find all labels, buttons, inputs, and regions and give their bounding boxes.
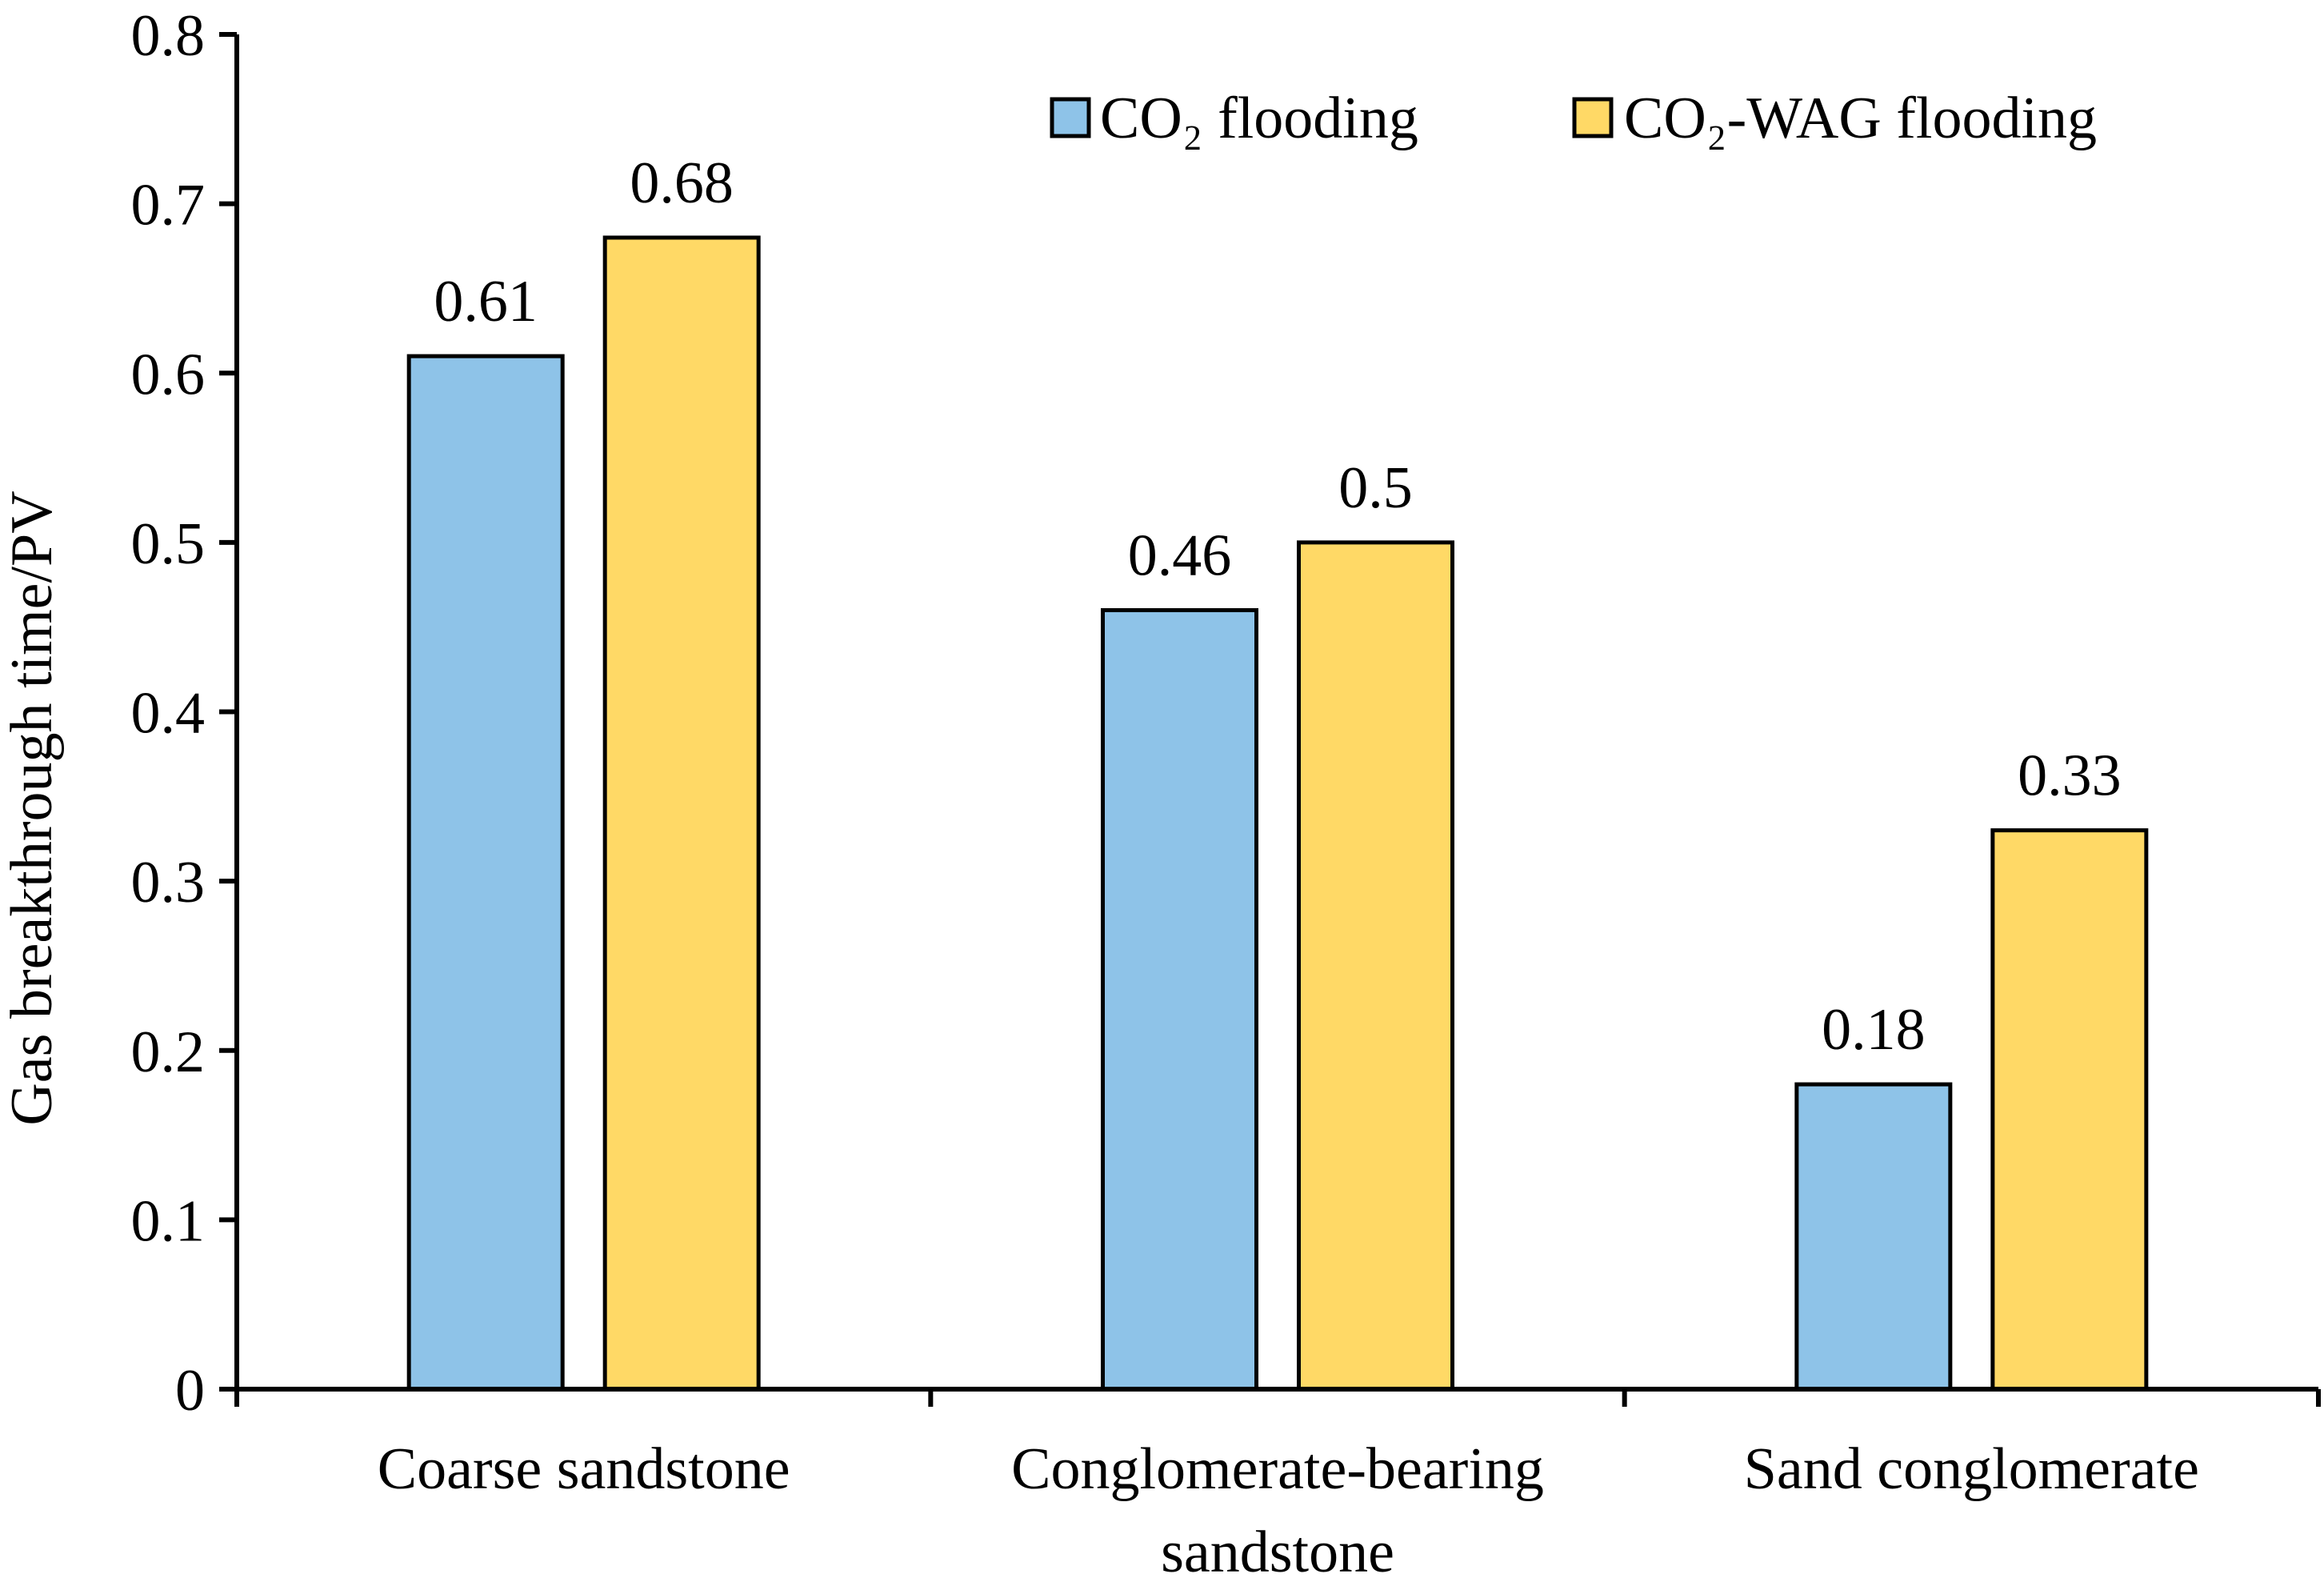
data-label: 0.18 bbox=[1822, 997, 1926, 1063]
data-label: 0.68 bbox=[630, 150, 734, 216]
y-axis-title: Gas breakthrough time/PV bbox=[0, 491, 65, 1125]
bar-co2-flooding bbox=[406, 354, 565, 1392]
bar-co2-flooding bbox=[1794, 1082, 1953, 1392]
y-tick-label: 0.3 bbox=[131, 850, 206, 915]
x-category-label: Sand conglomerate bbox=[1744, 1436, 2199, 1502]
data-label: 0.61 bbox=[434, 269, 538, 334]
data-label: 0.46 bbox=[1128, 523, 1232, 589]
bar-co2-wag-flooding bbox=[602, 235, 761, 1392]
y-tick-label: 0.6 bbox=[131, 342, 206, 407]
y-tick-label: 0.7 bbox=[131, 173, 206, 238]
bar-co2-wag-flooding bbox=[1990, 828, 2149, 1392]
bar-co2-flooding bbox=[1101, 608, 1258, 1392]
data-label: 0.33 bbox=[2018, 743, 2122, 809]
bar-co2-wag-flooding bbox=[1297, 540, 1454, 1392]
legend-swatch bbox=[1050, 97, 1091, 138]
x-category-label: Conglomerate-bearing sandstone bbox=[1011, 1436, 1544, 1582]
x-category-label: Coarse sandstone bbox=[378, 1436, 790, 1502]
y-tick-label: 0.5 bbox=[131, 511, 206, 577]
legend-label: CO₂-WAG flooding bbox=[1624, 86, 2097, 151]
data-label: 0.5 bbox=[1338, 455, 1413, 521]
y-tick-label: 0.1 bbox=[131, 1188, 206, 1254]
legend-swatch bbox=[1572, 97, 1614, 138]
y-tick-label: 0 bbox=[175, 1358, 205, 1424]
y-tick-label: 0.4 bbox=[131, 681, 206, 747]
legend-label: CO₂ flooding bbox=[1100, 86, 1418, 151]
y-tick-label: 0.2 bbox=[131, 1019, 206, 1085]
y-tick-label: 0.8 bbox=[131, 3, 206, 69]
